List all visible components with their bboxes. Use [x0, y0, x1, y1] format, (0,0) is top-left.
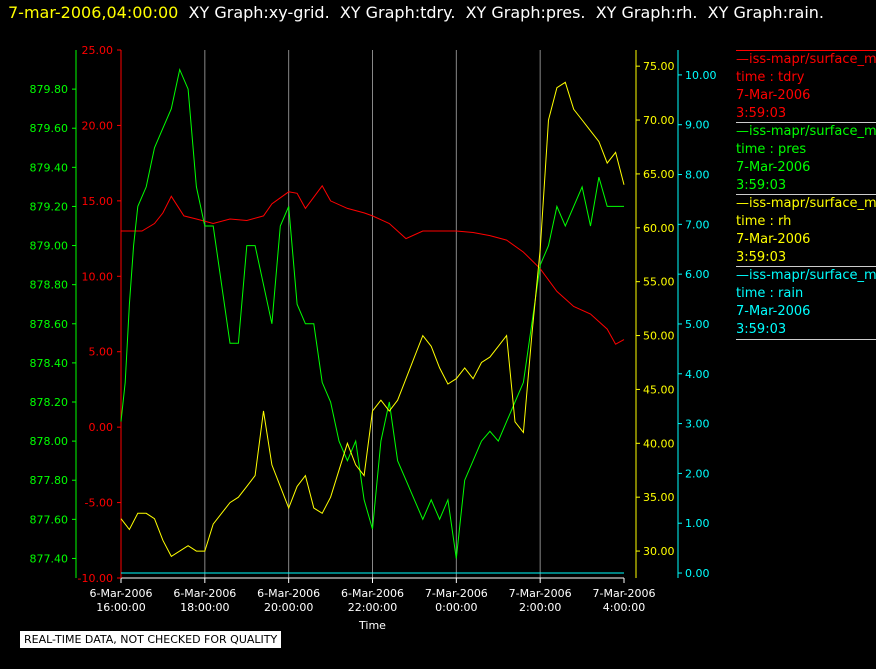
- x-tick-label-date: 6-Mar-2006: [90, 587, 153, 600]
- x-tick-label-time: 20:00:00: [264, 601, 313, 614]
- pres-tick-label: 877.40: [30, 552, 69, 565]
- legend-tdry-var: time : tdry: [736, 70, 805, 85]
- pres-tick-label: 879.60: [30, 122, 69, 135]
- rh-tick-label: 55.00: [643, 276, 675, 289]
- rain-tick-label: 5.00: [685, 318, 710, 331]
- legend-rain-time: 3:59:03: [736, 322, 787, 337]
- x-tick-label-time: 0:00:00: [435, 601, 477, 614]
- quality-disclaimer: REAL-TIME DATA, NOT CHECKED FOR QUALITY: [20, 631, 282, 648]
- rain-tick-label: 4.00: [685, 368, 710, 381]
- header-title-pres: XY Graph:pres.: [465, 3, 586, 22]
- legend-pres-date: 7-Mar-2006: [736, 160, 811, 175]
- tdry-tick-label: 20.00: [82, 119, 114, 132]
- pres-tick-label: 878.80: [30, 279, 69, 292]
- rain-tick-label: 6.00: [685, 268, 710, 281]
- rain-tick-label: 7.00: [685, 218, 710, 231]
- rh-tick-label: 50.00: [643, 330, 675, 343]
- rain-tick-label: 0.00: [685, 567, 710, 580]
- pres-tick-label: 878.40: [30, 357, 69, 370]
- header-title-xy-grid: XY Graph:xy-grid.: [188, 3, 330, 22]
- legend-rh-var: time : rh: [736, 214, 792, 229]
- tdry-tick-label: 0.00: [89, 421, 114, 434]
- legend-rh-time: 3:59:03: [736, 250, 787, 265]
- tdry-tick-label: -5.00: [85, 497, 113, 510]
- rain-tick-label: 1.00: [685, 517, 710, 530]
- series-pres-line: [120, 67, 624, 559]
- legend-rain: —iss-mapr/surface_m time : rain 7-Mar-20…: [736, 266, 876, 340]
- header-title-rh: XY Graph:rh.: [595, 3, 698, 22]
- legend-rain-source: —iss-mapr/surface_m: [736, 268, 876, 283]
- rain-tick-label: 3.00: [685, 418, 710, 431]
- rh-tick-label: 35.00: [643, 491, 675, 504]
- rh-tick-label: 65.00: [643, 168, 675, 181]
- x-tick-label-time: 2:00:00: [519, 601, 561, 614]
- legend-rh-date: 7-Mar-2006: [736, 232, 811, 247]
- x-tick-label-time: 22:00:00: [348, 601, 397, 614]
- legend-tdry: —iss-mapr/surface_m time : tdry 7-Mar-20…: [736, 50, 876, 123]
- rain-tick-label: 9.00: [685, 119, 710, 132]
- x-tick-label-time: 18:00:00: [180, 601, 229, 614]
- legend-pres-time: 3:59:03: [736, 178, 787, 193]
- pres-tick-label: 879.40: [30, 161, 69, 174]
- rh-tick-label: 75.00: [643, 60, 675, 73]
- legend-tdry-time: 3:59:03: [736, 106, 787, 121]
- x-tick-label-date: 7-Mar-2006: [593, 587, 656, 600]
- legend-pres-var: time : pres: [736, 142, 807, 157]
- pres-tick-label: 879.00: [30, 240, 69, 253]
- legend-rain-date: 7-Mar-2006: [736, 304, 811, 319]
- chart-header: 7-mar-2006,04:00:00 XY Graph:xy-grid. XY…: [8, 3, 824, 22]
- pres-tick-label: 878.20: [30, 396, 69, 409]
- x-tick-label-date: 6-Mar-2006: [341, 587, 404, 600]
- tdry-tick-label: 5.00: [89, 346, 114, 359]
- pres-tick-label: 877.80: [30, 474, 69, 487]
- rain-tick-label: 2.00: [685, 467, 710, 480]
- pres-tick-label: 877.60: [30, 513, 69, 526]
- x-tick-label-date: 7-Mar-2006: [425, 587, 488, 600]
- x-tick-label-date: 7-Mar-2006: [509, 587, 572, 600]
- legend-pres-source: —iss-mapr/surface_m: [736, 124, 876, 139]
- rh-tick-label: 45.00: [643, 383, 675, 396]
- legend-rain-var: time : rain: [736, 286, 804, 301]
- pres-tick-label: 878.60: [30, 318, 69, 331]
- legend-pres: —iss-mapr/surface_m time : pres 7-Mar-20…: [736, 122, 876, 195]
- legend-rh-source: —iss-mapr/surface_m: [736, 196, 876, 211]
- tdry-tick-label: -10.00: [78, 572, 113, 585]
- tdry-tick-label: 15.00: [82, 195, 114, 208]
- tdry-tick-label: 10.00: [82, 270, 114, 283]
- series-rh-line: [120, 81, 625, 558]
- series-tdry-line: [121, 184, 625, 345]
- rain-tick-label: 10.00: [685, 69, 717, 82]
- x-tick-label-time: 4:00:00: [603, 601, 645, 614]
- rh-tick-label: 70.00: [643, 114, 675, 127]
- rh-tick-label: 60.00: [643, 222, 675, 235]
- legend-tdry-source: —iss-mapr/surface_m: [736, 52, 876, 67]
- tdry-tick-label: 25.00: [82, 44, 114, 57]
- rh-tick-label: 40.00: [643, 437, 675, 450]
- pres-tick-label: 879.20: [30, 200, 69, 213]
- header-timestamp: 7-mar-2006,04:00:00: [8, 3, 179, 22]
- legend-rh: —iss-mapr/surface_m time : rh 7-Mar-2006…: [736, 194, 876, 267]
- x-tick-label-date: 6-Mar-2006: [257, 587, 320, 600]
- x-tick-label-time: 16:00:00: [96, 601, 145, 614]
- rh-tick-label: 30.00: [643, 545, 675, 558]
- pres-tick-label: 879.80: [30, 83, 69, 96]
- header-title-tdry: XY Graph:tdry.: [339, 3, 456, 22]
- x-tick-label-date: 6-Mar-2006: [173, 587, 236, 600]
- rain-tick-label: 8.00: [685, 169, 710, 182]
- x-axis-label: Time: [358, 619, 386, 632]
- legend-tdry-date: 7-Mar-2006: [736, 88, 811, 103]
- header-title-rain: XY Graph:rain.: [707, 3, 825, 22]
- pres-tick-label: 878.00: [30, 435, 69, 448]
